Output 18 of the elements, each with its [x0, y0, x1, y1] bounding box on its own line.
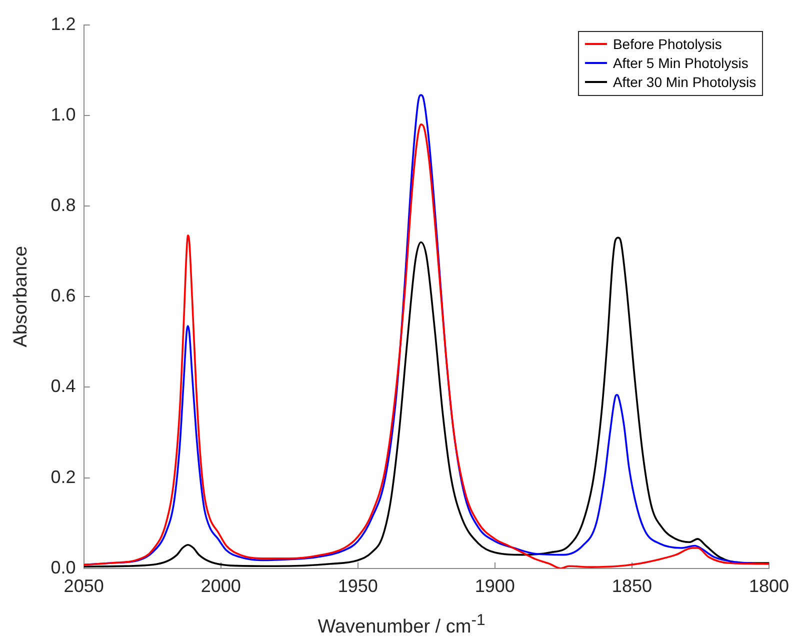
- y-tick-label: 0.8: [50, 194, 76, 215]
- x-tick-label: 1900: [474, 576, 515, 596]
- y-tick-label: 1.0: [50, 104, 76, 124]
- legend-label: After 5 Min Photolysis: [612, 55, 748, 72]
- y-tick-label: 0.6: [50, 286, 76, 306]
- legend-label: Before Photolysis: [612, 36, 722, 52]
- x-tick-label: 1800: [748, 576, 789, 596]
- x-axis-title: Wavenumber / cm$^{-1}$: [316, 612, 486, 638]
- y-tick-label: 1.2: [50, 14, 76, 34]
- y-tick-label: 0.4: [50, 376, 76, 396]
- x-tick-label: 2000: [200, 576, 241, 596]
- y-axis-title: Absorbance: [10, 246, 32, 348]
- x-tick-label: 1850: [612, 576, 652, 596]
- x-tick-label: 2050: [64, 576, 104, 596]
- legend-label: After 30 Min Photolysis: [612, 74, 756, 90]
- y-tick-label: 0.0: [50, 557, 76, 578]
- y-tick-label: 0.2: [50, 466, 76, 487]
- x-tick-label: 1950: [338, 576, 378, 596]
